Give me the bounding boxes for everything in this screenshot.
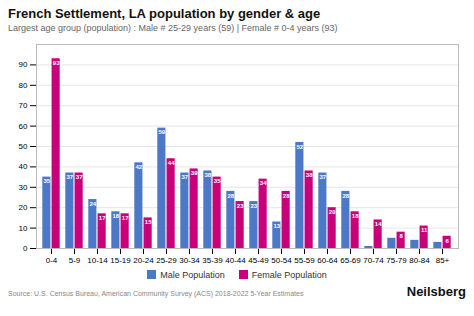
svg-text:45-49: 45-49 [248, 256, 269, 265]
svg-text:24: 24 [90, 201, 97, 207]
svg-text:37: 37 [320, 174, 327, 180]
svg-text:40-44: 40-44 [225, 256, 246, 265]
svg-text:17: 17 [99, 215, 106, 221]
svg-text:20: 20 [19, 203, 28, 212]
svg-text:18: 18 [352, 213, 359, 219]
svg-text:55-59: 55-59 [294, 256, 315, 265]
svg-text:35: 35 [44, 178, 51, 184]
svg-text:75-79: 75-79 [386, 256, 407, 265]
svg-text:40: 40 [19, 162, 28, 171]
svg-text:59: 59 [159, 129, 166, 135]
svg-text:44: 44 [168, 160, 175, 166]
svg-text:70-74: 70-74 [363, 256, 384, 265]
svg-text:39: 39 [191, 170, 198, 176]
svg-text:35-39: 35-39 [202, 256, 223, 265]
svg-text:42: 42 [136, 164, 143, 170]
svg-text:10-14: 10-14 [87, 256, 108, 265]
svg-text:5-9: 5-9 [69, 256, 81, 265]
svg-text:28: 28 [228, 193, 235, 199]
svg-text:20-24: 20-24 [133, 256, 154, 265]
svg-text:93: 93 [53, 60, 60, 66]
svg-text:38: 38 [205, 172, 212, 178]
svg-text:60: 60 [19, 122, 28, 131]
html-text:Source: U.S. Census Bureau, Am: Source: U.S. Census Bureau, American Com… [8, 290, 304, 297]
svg-text:50: 50 [19, 142, 28, 151]
svg-text:11: 11 [421, 227, 428, 233]
svg-text:20: 20 [329, 209, 336, 215]
svg-text:80: 80 [19, 81, 28, 90]
svg-text:37: 37 [76, 174, 83, 180]
svg-text:18: 18 [113, 213, 120, 219]
svg-text:50-54: 50-54 [271, 256, 292, 265]
svg-text:6: 6 [445, 238, 449, 244]
svg-text:23: 23 [237, 203, 244, 209]
svg-text:0: 0 [23, 244, 28, 253]
svg-text:85+: 85+ [436, 256, 450, 265]
html-text:Male Population: Male Population [160, 270, 225, 280]
svg-text:52: 52 [297, 144, 304, 150]
svg-text:90: 90 [19, 60, 28, 69]
svg-text:70: 70 [19, 101, 28, 110]
svg-text:37: 37 [182, 174, 189, 180]
svg-text:17: 17 [122, 215, 129, 221]
svg-text:60-64: 60-64 [317, 256, 338, 265]
svg-text:28: 28 [343, 193, 350, 199]
html-text:Largest age group (population): Largest age group (population) : Male # … [8, 23, 338, 33]
svg-text:80-84: 80-84 [409, 256, 430, 265]
svg-text:34: 34 [260, 180, 267, 186]
svg-text:35: 35 [214, 178, 221, 184]
svg-text:37: 37 [67, 174, 74, 180]
svg-text:14: 14 [375, 221, 382, 227]
html-text:Female Population: Female Population [251, 270, 327, 280]
svg-text:15: 15 [145, 219, 152, 225]
svg-text:8: 8 [399, 233, 403, 239]
svg-text:10: 10 [19, 224, 28, 233]
svg-text:23: 23 [251, 203, 258, 209]
svg-text:28: 28 [283, 193, 290, 199]
svg-text:13: 13 [274, 223, 281, 229]
svg-text:65-69: 65-69 [340, 256, 361, 265]
html-text:French Settlement, LA populati: French Settlement, LA population by gend… [8, 6, 321, 21]
svg-text:25-29: 25-29 [156, 256, 177, 265]
svg-text:15-19: 15-19 [110, 256, 131, 265]
svg-text:30-34: 30-34 [179, 256, 200, 265]
svg-text:38: 38 [306, 172, 313, 178]
html-text:Neilsberg: Neilsberg [406, 284, 466, 299]
svg-text:0-4: 0-4 [46, 256, 58, 265]
svg-text:30: 30 [19, 183, 28, 192]
